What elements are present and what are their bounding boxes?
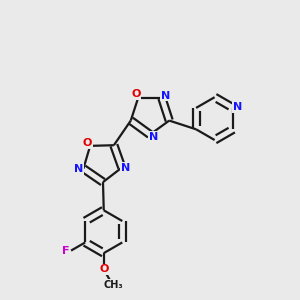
Text: F: F xyxy=(62,246,70,256)
Text: O: O xyxy=(99,265,108,275)
Text: N: N xyxy=(233,102,242,112)
Text: O: O xyxy=(131,89,140,99)
Text: N: N xyxy=(74,164,84,174)
Text: O: O xyxy=(82,138,92,148)
Text: N: N xyxy=(161,91,170,100)
Text: N: N xyxy=(121,163,130,172)
Text: N: N xyxy=(149,132,158,142)
Text: CH₃: CH₃ xyxy=(103,280,123,290)
